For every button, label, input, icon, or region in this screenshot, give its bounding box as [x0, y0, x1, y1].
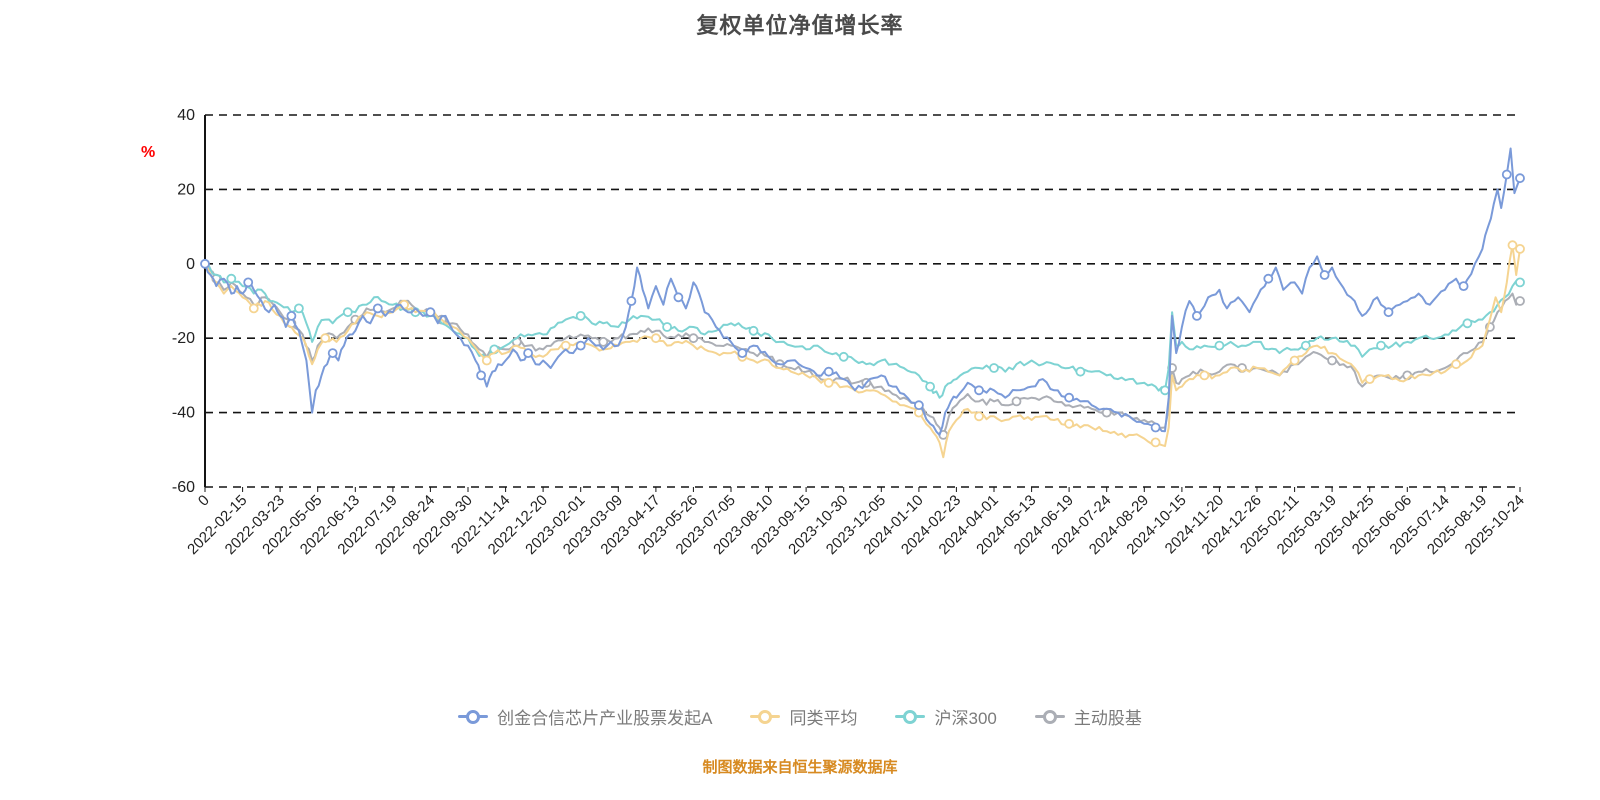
series-marker-2: [293, 303, 304, 314]
series-marker-0: [626, 296, 637, 306]
series-marker-0: [1515, 173, 1525, 184]
series-marker-0: [286, 310, 297, 321]
series-marker-0: [476, 370, 487, 381]
series-marker-0: [974, 385, 984, 396]
y-tick-label: 20: [177, 181, 195, 198]
series-marker-3: [1327, 355, 1337, 366]
series-marker-0: [1150, 422, 1161, 433]
series-marker-3: [688, 333, 699, 344]
series-line-0: [204, 147, 1521, 436]
series-line-3: [204, 262, 1521, 436]
series-marker-2: [925, 381, 935, 392]
series-marker-1: [1289, 355, 1300, 366]
series-marker-0: [1319, 270, 1330, 280]
series-marker-2: [1300, 340, 1311, 351]
legend-label: 创金合信芯片产业股票发起A: [497, 709, 713, 728]
series-marker-1: [248, 303, 259, 314]
series-marker-1: [974, 411, 984, 422]
series-marker-1: [1515, 243, 1525, 254]
legend-item-3[interactable]: 主动股基: [1034, 704, 1142, 729]
series-marker-0: [1192, 310, 1202, 321]
series-marker-1: [1199, 370, 1210, 381]
series-marker-2: [748, 325, 759, 336]
legend-label: 沪深300: [934, 709, 997, 728]
series-marker-2: [1515, 277, 1525, 288]
series-marker-0: [425, 307, 436, 318]
legend-ring-icon: [758, 709, 773, 724]
legend-line-circle-icon: [750, 709, 781, 724]
series-marker-0: [1501, 169, 1512, 180]
series-marker-3: [598, 336, 609, 347]
series-marker-2: [662, 322, 672, 332]
series-line-1: [204, 244, 1521, 459]
series-marker-1: [1150, 437, 1161, 448]
series-marker-0: [372, 303, 383, 314]
legend-item-1[interactable]: 同类平均: [750, 704, 857, 729]
series-marker-2: [1462, 318, 1473, 329]
legend-label: 主动股基: [1073, 709, 1142, 728]
series-marker-2: [342, 307, 353, 318]
legend-item-2[interactable]: 沪深300: [895, 704, 997, 729]
series-marker-2: [1214, 340, 1225, 351]
series-marker-0: [1458, 281, 1469, 292]
legend: 创金合信芯片产业股票发起A 同类平均 沪深300 主动股基: [0, 704, 1600, 729]
data-source-caption: 制图数据来自恒生聚源数据库: [702, 759, 898, 776]
legend-ring-icon: [466, 709, 481, 724]
legend-line-circle-icon: [895, 709, 926, 724]
series-marker-0: [523, 348, 533, 359]
series-marker-0: [200, 258, 210, 269]
series-marker-0: [1064, 392, 1074, 403]
series-marker-2: [989, 363, 999, 373]
series-marker-0: [1383, 307, 1394, 318]
series-marker-0: [575, 340, 586, 351]
legend-ring-icon: [903, 709, 918, 724]
series-marker-1: [1507, 240, 1518, 251]
y-tick-label: -20: [172, 330, 195, 347]
series-line-2: [204, 262, 1521, 399]
series-marker-1: [1064, 418, 1074, 429]
series-marker-2: [226, 273, 237, 284]
series-marker-1: [1364, 374, 1375, 385]
series-marker-3: [1011, 396, 1022, 407]
y-tick-label: 40: [177, 107, 195, 124]
series-marker-0: [243, 277, 254, 288]
legend-item-0[interactable]: 创金合信芯片产业股票发起A: [458, 704, 712, 729]
series-marker-0: [327, 348, 338, 359]
series-marker-3: [1515, 296, 1525, 306]
x-tick-label: 0: [195, 492, 213, 510]
legend-line-circle-icon: [458, 709, 489, 724]
y-axis-unit-label: %: [141, 144, 156, 161]
series-marker-1: [651, 333, 661, 344]
series-marker-1: [1451, 359, 1461, 370]
series-marker-0: [1263, 273, 1274, 284]
series-marker-0: [673, 292, 684, 303]
series-marker-0: [914, 400, 924, 411]
series-marker-0: [737, 348, 748, 359]
chart-title: 复权单位净值增长率: [696, 13, 904, 38]
y-tick-label: 0: [186, 256, 195, 273]
series-marker-1: [823, 377, 834, 388]
series-marker-2: [1160, 385, 1170, 396]
series-marker-2: [575, 310, 586, 321]
legend-ring-icon: [1042, 709, 1057, 724]
y-tick-label: -60: [172, 479, 195, 496]
y-tick-label: -40: [172, 405, 195, 422]
series-marker-2: [1376, 340, 1386, 351]
series-marker-2: [1075, 366, 1086, 377]
series-marker-1: [320, 333, 331, 344]
series-marker-2: [838, 351, 849, 362]
series-marker-0: [823, 366, 834, 377]
legend-line-circle-icon: [1034, 709, 1065, 724]
series-marker-1: [481, 355, 492, 366]
legend-label: 同类平均: [789, 709, 858, 728]
